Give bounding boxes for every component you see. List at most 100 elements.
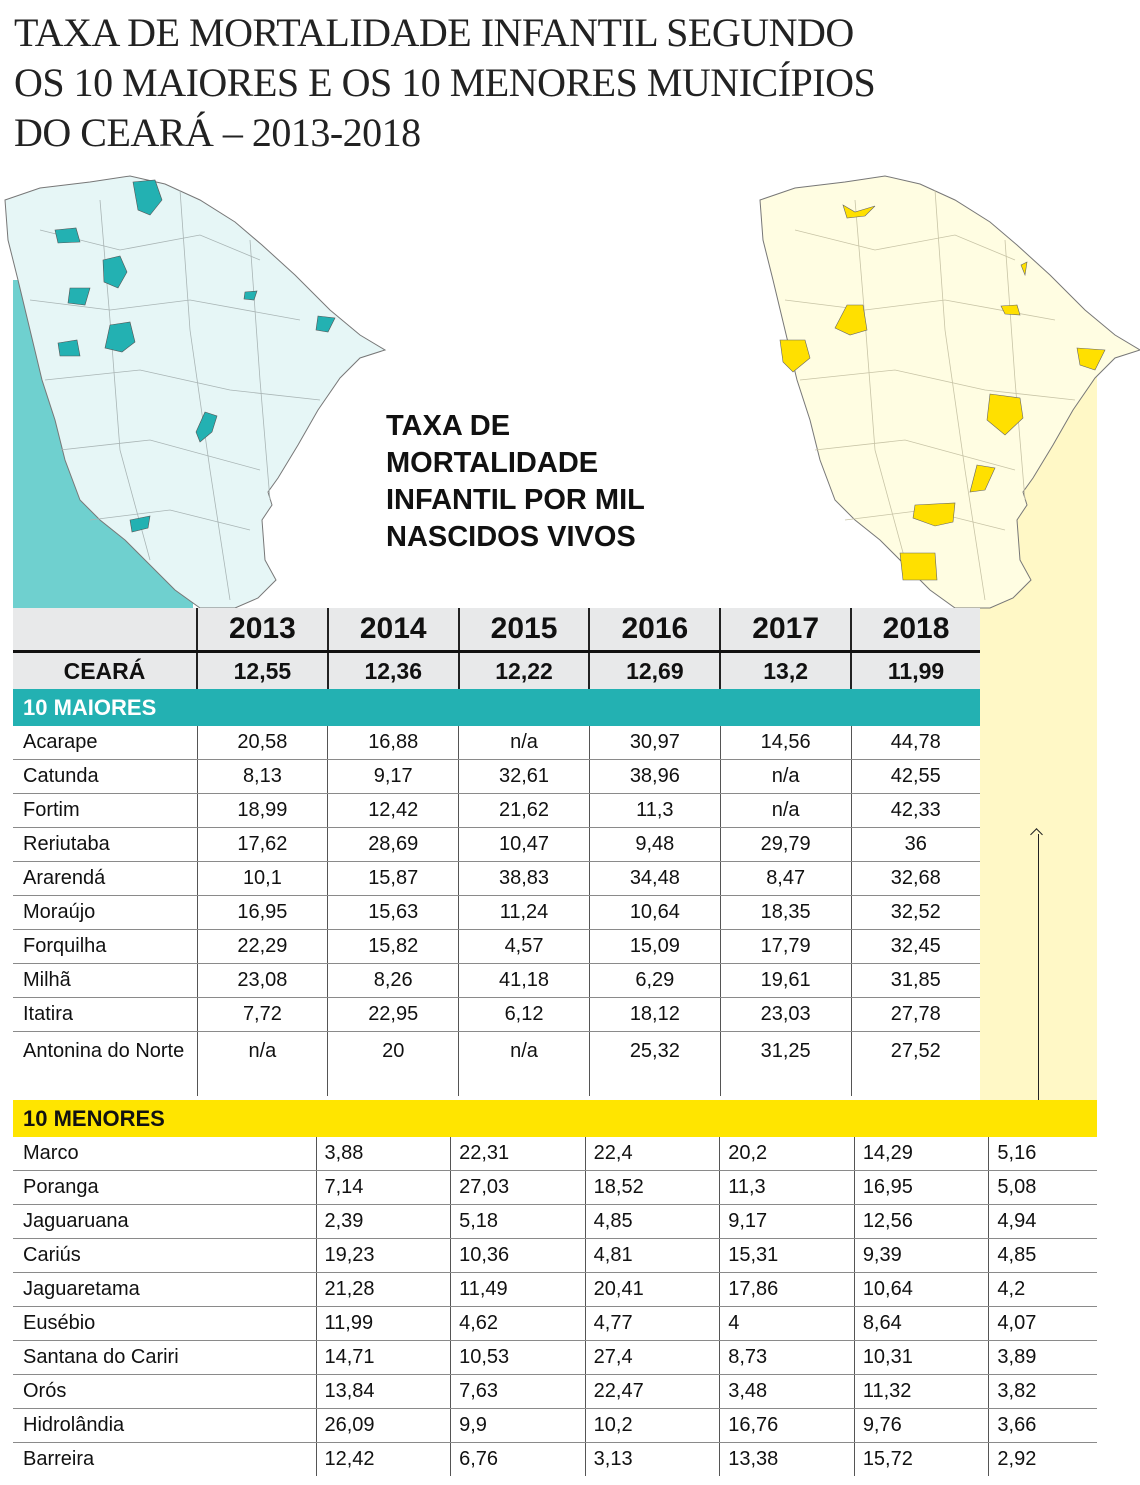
rate-value: 14,29 <box>853 1137 989 1171</box>
year-header: 2016 <box>588 608 721 652</box>
rate-value: 20,2 <box>719 1137 855 1171</box>
rate-value: 22,95 <box>327 997 459 1032</box>
table-row: Itatira 7,72 22,95 6,12 18,12 23,03 27,78 <box>13 997 980 1032</box>
header-empty-cell <box>13 608 197 652</box>
municipality-name: Catunda <box>13 759 197 794</box>
rate-value: 4,07 <box>988 1306 1097 1341</box>
rate-value: 9,39 <box>853 1238 989 1273</box>
rate-value: 10,1 <box>196 861 328 896</box>
rate-value: 5,18 <box>450 1204 586 1239</box>
rate-value: 18,12 <box>588 997 721 1032</box>
rate-value: 15,09 <box>588 929 721 964</box>
ceara-value: 12,36 <box>326 650 459 689</box>
rate-value: 10,2 <box>584 1408 720 1443</box>
page-title: TAXA DE MORTALIDADE INFANTIL SEGUNDO OS … <box>14 8 876 158</box>
rate-value: 12,56 <box>853 1204 989 1239</box>
municipality-name: Eusébio <box>13 1306 316 1341</box>
rate-value: 7,72 <box>196 997 328 1032</box>
rate-value: 4,62 <box>450 1306 586 1341</box>
rate-value: 8,73 <box>719 1340 855 1375</box>
rate-value: 8,47 <box>719 861 852 896</box>
unit-label: TAXA DE MORTALIDADE INFANTIL POR MIL NAS… <box>386 408 645 556</box>
rate-value: 3,89 <box>988 1340 1097 1375</box>
rate-value: 10,53 <box>450 1340 586 1375</box>
rate-value: 6,12 <box>458 997 590 1032</box>
rate-value: 11,32 <box>853 1374 989 1409</box>
table-row: Eusébio 11,99 4,62 4,77 4 8,64 4,07 <box>13 1306 1097 1341</box>
rate-value: 9,17 <box>719 1204 855 1239</box>
rate-value: 9,17 <box>327 759 459 794</box>
municipality-name: Poranga <box>13 1170 316 1205</box>
rate-value: n/a <box>719 759 852 794</box>
year-header: 2014 <box>326 608 459 652</box>
municipality-name: Milhã <box>13 963 197 998</box>
rate-value: 16,95 <box>196 895 328 930</box>
rate-value: 3,13 <box>584 1442 720 1476</box>
rate-value: n/a <box>458 1031 590 1096</box>
year-header: 2013 <box>196 608 328 652</box>
year-header-row: 2013 2014 2015 2016 2017 2018 <box>13 608 980 652</box>
table-row: Fortim 18,99 12,42 21,62 11,3 n/a 42,33 <box>13 793 980 828</box>
table-row: Antonina do Norte n/a 20 n/a 25,32 31,25 27,52 <box>13 1031 980 1096</box>
rate-value: 3,82 <box>988 1374 1097 1409</box>
rate-value: 10,47 <box>458 827 590 862</box>
rate-value: 32,52 <box>850 895 980 930</box>
rate-value: 8,26 <box>327 963 459 998</box>
rate-value: 18,35 <box>719 895 852 930</box>
rate-value: 32,61 <box>458 759 590 794</box>
maiores-label: 10 MAIORES <box>13 689 980 726</box>
rate-value: 21,28 <box>315 1272 451 1307</box>
unit-line: NASCIDOS VIVOS <box>386 521 636 553</box>
rate-value: 32,68 <box>850 861 980 896</box>
rate-value: 36 <box>850 827 980 862</box>
rate-value: 11,99 <box>315 1306 451 1341</box>
rate-value: 13,38 <box>719 1442 855 1476</box>
municipality-name: Fortim <box>13 793 197 828</box>
table-row: Reriutaba 17,62 28,69 10,47 9,48 29,79 36 <box>13 827 980 862</box>
rate-value: 7,63 <box>450 1374 586 1409</box>
rate-value: 3,88 <box>315 1137 451 1171</box>
rate-value: 31,85 <box>850 963 980 998</box>
rate-value: 38,83 <box>458 861 590 896</box>
municipality-name: Moraújo <box>13 895 197 930</box>
year-header: 2017 <box>719 608 852 652</box>
rate-value: 15,31 <box>719 1238 855 1273</box>
rate-value: 21,62 <box>458 793 590 828</box>
table-row: Acarape 20,58 16,88 n/a 30,97 14,56 44,78 <box>13 726 980 760</box>
rate-value: 4,57 <box>458 929 590 964</box>
rate-value: 32,45 <box>850 929 980 964</box>
rate-value: 25,32 <box>588 1031 721 1096</box>
rate-value: 2,39 <box>315 1204 451 1239</box>
rate-value: 30,97 <box>588 726 721 760</box>
rate-value: 10,64 <box>588 895 721 930</box>
rate-value: n/a <box>458 726 590 760</box>
table-row: Santana do Cariri 14,71 10,53 27,4 8,73 10,31… <box>13 1340 1097 1375</box>
rate-value: 5,16 <box>988 1137 1097 1171</box>
rate-value: 17,62 <box>196 827 328 862</box>
rate-value: 38,96 <box>588 759 721 794</box>
rate-value: 15,63 <box>327 895 459 930</box>
rate-value: 9,48 <box>588 827 721 862</box>
municipality-name: Ararendá <box>13 861 197 896</box>
rate-value: 15,87 <box>327 861 459 896</box>
rate-value: 11,3 <box>719 1170 855 1205</box>
municipality-name: Marco <box>13 1137 316 1171</box>
title-line: DO CEARÁ – 2013-2018 <box>14 110 421 155</box>
rate-value: 23,08 <box>196 963 328 998</box>
rate-value: 4,85 <box>988 1238 1097 1273</box>
municipality-name: Barreira <box>23 1448 95 1470</box>
table-row: Poranga 7,14 27,03 18,52 11,3 16,95 5,08 <box>13 1170 1097 1205</box>
rate-value: 10,64 <box>853 1272 989 1307</box>
rate-value: 4,81 <box>584 1238 720 1273</box>
municipality-name: Acarape <box>13 726 197 760</box>
title-line: OS 10 MAIORES E OS 10 MENORES MUNICÍPIOS <box>14 60 876 105</box>
rate-value: 16,95 <box>853 1170 989 1205</box>
ceara-row: CEARÁ 12,55 12,36 12,22 12,69 13,2 11,99 <box>13 650 980 689</box>
ceara-label: CEARÁ <box>13 650 197 689</box>
ceara-value: 13,2 <box>719 650 852 689</box>
municipality-name: Antonina do Norte <box>23 1040 185 1062</box>
arrow-line <box>1038 834 1039 1100</box>
rate-value: 16,76 <box>719 1408 855 1443</box>
municipality-name: Santana do Cariri <box>13 1340 316 1375</box>
rate-value: 7,14 <box>315 1170 451 1205</box>
